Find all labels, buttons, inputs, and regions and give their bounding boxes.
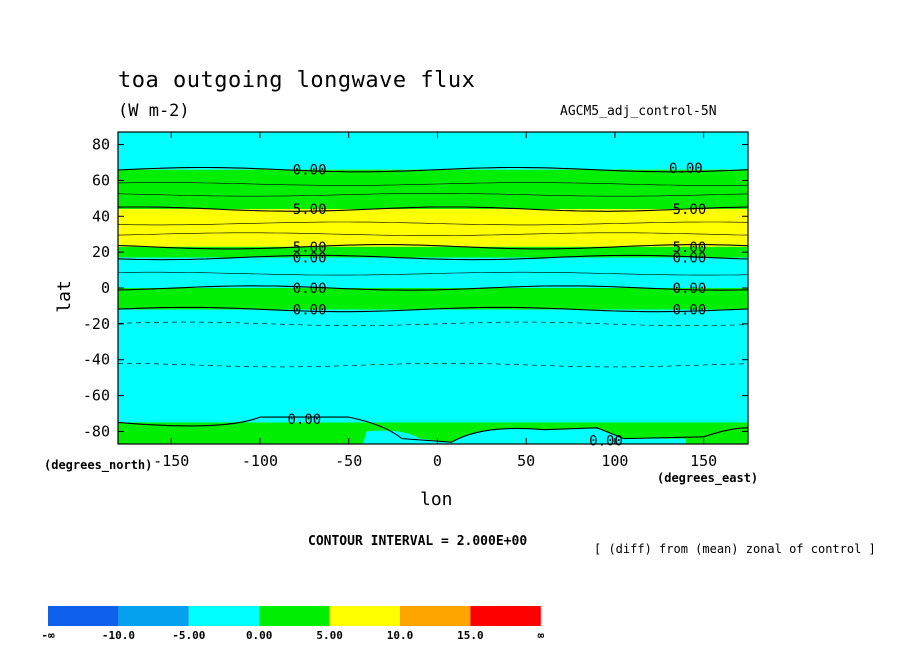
contour-label-4: 5.00 <box>293 240 327 256</box>
contour-line-thin-4 <box>117 271 749 276</box>
colorbar-swatch-0 <box>48 606 119 626</box>
contour-label-0: 0.00 <box>293 163 327 179</box>
band-3 <box>118 246 748 258</box>
contour-labels: 0.00 0.005.00 5.005.000.005.000.000.00 0.00… <box>287 161 706 450</box>
contour-line-5 <box>117 306 749 313</box>
colorbar-swatch-1 <box>118 606 189 626</box>
band-0 <box>118 132 748 170</box>
contour-label-6: 5.00 <box>673 240 707 256</box>
band-southern-gap <box>362 427 686 444</box>
band-2 <box>118 209 748 247</box>
y-tick-label-0: 80 <box>92 136 110 154</box>
contour-line-3 <box>117 254 749 261</box>
contour-label-5: 0.00 <box>293 251 327 267</box>
contour-line-thin-0 <box>117 182 749 186</box>
colorbar: -∞ -10.0 -5.00 0.00 5.00 10.0 15.0 ∞ <box>41 606 544 642</box>
band-4 <box>118 257 748 288</box>
x-tick-label-0: -150 <box>153 452 189 470</box>
y-tick-label-6: -40 <box>83 351 110 369</box>
x-tick-label-2: -50 <box>335 452 362 470</box>
contour-label-13: 0.00 <box>589 433 623 449</box>
contour-label-8: 0.00 <box>293 281 327 297</box>
contour-label-10: 0.00 <box>293 303 327 319</box>
contour-label-11: 0.00 <box>673 303 707 319</box>
colorbar-label-3: 0.00 <box>246 629 273 642</box>
band-5 <box>118 288 748 310</box>
filled-contour-bands <box>118 132 748 444</box>
contour-line-2 <box>117 244 749 250</box>
contour-label-1: 0.00 <box>669 161 703 177</box>
contour-label-7: 0.00 <box>673 251 707 267</box>
contour-line-dashed-0 <box>117 321 749 327</box>
colorbar-swatch-3 <box>259 606 330 626</box>
colorbar-label-6: 15.0 <box>457 629 484 642</box>
y-tick-label-7: -60 <box>83 387 110 405</box>
colorbar-swatch-4 <box>329 606 400 626</box>
y-tick-label-3: 20 <box>92 243 110 261</box>
x-ticks: -150 -100 -50 0 50 100 150 <box>153 132 717 470</box>
contour-line-1 <box>117 206 749 212</box>
y-tick-label-1: 60 <box>92 171 110 189</box>
x-tick-label-5: 100 <box>601 452 628 470</box>
colorbar-label-7: ∞ <box>537 629 544 642</box>
run-label: AGCM5_adj_control-5N <box>560 104 717 119</box>
x-tick-label-1: -100 <box>242 452 278 470</box>
contour-line-4 <box>117 285 749 291</box>
colorbar-label-0: -∞ <box>41 629 55 642</box>
contour-line-thin-3 <box>117 232 749 236</box>
colorbar-label-5: 10.0 <box>387 629 414 642</box>
contour-lines <box>117 166 749 443</box>
contour-line-dashed-1 <box>117 363 749 368</box>
contour-line-south <box>117 416 749 443</box>
colorbar-label-4: 5.00 <box>316 629 343 642</box>
contour-interval-label: CONTOUR INTERVAL = 2.000E+00 <box>308 534 528 549</box>
y-tick-label-2: 40 <box>92 207 110 225</box>
diff-note: [ (diff) from (mean) zonal of control ] <box>594 542 876 556</box>
x-tick-label-6: 150 <box>690 452 717 470</box>
chart-title: toa outgoing longwave flux <box>118 68 476 93</box>
contour-label-3: 5.00 <box>673 202 707 218</box>
contour-line-thin-2 <box>117 221 749 226</box>
band-6 <box>118 309 748 423</box>
y-tick-label-4: 0 <box>101 279 110 297</box>
y-ticks: 80 60 40 20 0 -20 -40 -60 -80 <box>83 136 748 440</box>
lat-units-label: (degrees_north) <box>44 458 153 472</box>
lon-units-label: (degrees_east) <box>657 471 759 485</box>
y-tick-label-5: -20 <box>83 315 110 333</box>
colorbar-label-2: -5.00 <box>172 629 205 642</box>
x-axis-label: lon <box>420 489 453 510</box>
contour-label-9: 0.00 <box>673 281 707 297</box>
colorbar-swatch-2 <box>188 606 260 626</box>
y-tick-label-8: -80 <box>83 422 110 440</box>
contour-label-2: 5.00 <box>293 202 327 218</box>
x-tick-label-4: 50 <box>517 452 535 470</box>
band-1 <box>118 169 748 210</box>
contour-line-thin-1 <box>117 193 749 197</box>
x-tick-label-3: 0 <box>433 452 442 470</box>
colorbar-label-1: -10.0 <box>102 629 135 642</box>
colorbar-swatch-5 <box>400 606 471 626</box>
colorbar-swatch-6 <box>470 606 541 626</box>
chart-units: (W m-2) <box>118 101 190 121</box>
contour-label-12: 0.00 <box>287 412 321 428</box>
contour-line-0 <box>117 166 749 173</box>
